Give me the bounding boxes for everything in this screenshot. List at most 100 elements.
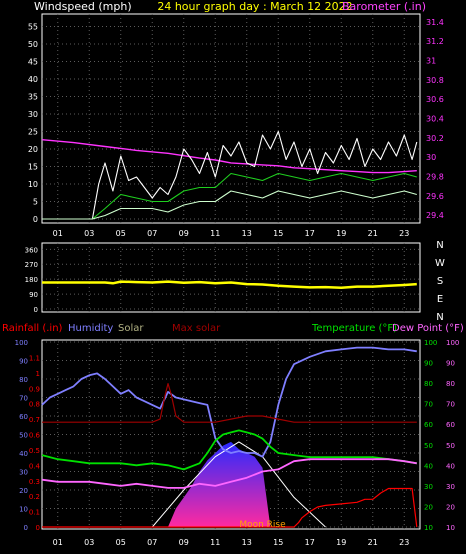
- y2-tick-label: 29.6: [426, 192, 444, 201]
- y2-tick-label: 30.8: [426, 76, 444, 85]
- wind-plot-area: [41, 13, 421, 224]
- temperature-tick-label: 50: [424, 442, 433, 450]
- rainfall-label: Rainfall (.in): [2, 323, 63, 334]
- barometer-axis-title: Barometer (.in): [342, 0, 426, 13]
- rainfall-tick-label: 1: [36, 370, 40, 378]
- wind-axis-title: Windspeed (mph): [34, 0, 132, 13]
- y-tick-label: 5: [33, 198, 38, 207]
- x-tick-label: 19: [336, 229, 346, 238]
- y-tick-label: 50: [28, 40, 38, 49]
- series-temperature: [41, 429, 417, 471]
- x-tick-label: 05: [116, 538, 126, 547]
- series-rain: [42, 487, 418, 528]
- x-tick-label: 03: [84, 538, 94, 547]
- humidity-tick-label: 50: [19, 432, 28, 440]
- y-tick-label: 25: [28, 128, 38, 137]
- maxsolar-label: Max solar: [172, 323, 221, 334]
- compass-letter: N: [436, 312, 443, 323]
- y-tick-label: 45: [28, 58, 38, 67]
- x-tick-label: 15: [273, 538, 283, 547]
- series-wind_avg2: [42, 190, 417, 220]
- dewpoint-tick-label: 80: [446, 380, 455, 388]
- wind-grid: [42, 14, 420, 223]
- rainfall-tick-label: 0.2: [29, 493, 40, 501]
- x-tick-label: 09: [179, 538, 189, 547]
- x-tick-label: 17: [305, 538, 315, 547]
- direction-plot-area: [41, 242, 421, 313]
- wind-barometer-panel: 01 03 05 07 09 11 13 15 17 19 21 23 051015202530354…: [28, 13, 444, 238]
- y2-tick-label: 31.2: [426, 37, 444, 46]
- dewpoint-tick-label: 70: [446, 401, 455, 409]
- solar-series: [42, 441, 420, 528]
- dewpoint-tick-label: 30: [446, 483, 455, 491]
- humidity-tick-label: 100: [15, 339, 28, 347]
- humidity-tick-label: 60: [19, 413, 28, 421]
- y-tick-label: 15: [28, 163, 38, 172]
- wind-x-ticks: 01 03 05 07 09 11 13 15 17 19 21 23: [53, 229, 410, 238]
- series-humidity: [41, 346, 417, 458]
- x-tick-label: 23: [399, 229, 409, 238]
- dewpoint-tick-label: 50: [446, 442, 455, 450]
- temperature-tick-label: 20: [424, 503, 433, 511]
- direction-y-ticks: 360 270 180 90 0: [25, 246, 38, 314]
- temperature-label: Temperature (°F): [311, 323, 397, 334]
- series-wind_avg: [42, 172, 417, 220]
- humidity-tick-label: 90: [19, 358, 28, 366]
- humidity-label: Humidity: [68, 323, 113, 334]
- direction-tick-label: 90: [29, 291, 38, 299]
- y2-tick-label: 30.2: [426, 134, 444, 143]
- solar-label: Solar: [118, 323, 144, 334]
- direction-series: [42, 280, 417, 290]
- wind-y-ticks: 0 5 10 15 20 25 30 35 40 45 50 55: [28, 23, 38, 225]
- y2-tick-label: 29.4: [426, 211, 444, 220]
- compass-letter: W: [435, 258, 445, 269]
- y-tick-label: 55: [28, 23, 38, 32]
- direction-tick-label: 0: [34, 306, 38, 314]
- series-barometer: [41, 139, 417, 174]
- compass-letter: E: [437, 294, 443, 305]
- x-tick-label: 21: [368, 229, 378, 238]
- y-tick-label: 0: [33, 215, 38, 224]
- moon-rise-annotation: Moon Rise: [239, 520, 286, 530]
- humidity-y-ticks: 0 10 20 30 40 50 60 70 80 90 100: [15, 339, 28, 532]
- x-tick-label: 13: [242, 229, 252, 238]
- humidity-tick-label: 20: [19, 487, 28, 495]
- series-dewpoint: [41, 458, 417, 489]
- humidity-tick-label: 80: [19, 376, 28, 384]
- x-tick-label: 11: [210, 229, 220, 238]
- dewpoint-tick-label: 20: [446, 503, 455, 511]
- rainfall-tick-label: 0.4: [29, 462, 41, 470]
- x-tick-label: 19: [336, 538, 346, 547]
- y-tick-label: 35: [28, 93, 38, 102]
- series-wind_gust: [42, 130, 418, 220]
- dewpoint-label: Dew Point (°F): [392, 323, 464, 334]
- compass-letter: S: [437, 276, 443, 287]
- dewpoint-tick-label: 40: [446, 462, 455, 470]
- x-tick-label: 11: [210, 538, 220, 547]
- x-tick-label: 15: [273, 229, 283, 238]
- series-maxsolar: [42, 383, 417, 423]
- series-direction: [42, 280, 417, 290]
- dewpoint-tick-label: 100: [446, 339, 459, 347]
- direction-grid: [42, 243, 420, 312]
- humidity-tick-label: 40: [19, 450, 28, 458]
- series-solar: [42, 441, 420, 527]
- x-tick-label: 23: [399, 538, 409, 547]
- barometer-y-ticks: 29.4 29.6 29.8 30 30.2 30.4 30.6 30.8 31 31.2 31.4: [426, 18, 444, 220]
- rainfall-tick-label: 0.8: [29, 401, 40, 409]
- temperature-y-ticks: 10 20 30 40 50 60 70 80 90 100: [424, 339, 437, 532]
- y-tick-label: 10: [28, 180, 38, 189]
- y-tick-label: 30: [28, 110, 38, 119]
- rain-humidity-temperature-panel: 01 03 05 07 09 11 13 15 17 19 21 23 010203040506070…: [15, 339, 460, 547]
- multi-series: [41, 346, 418, 528]
- direction-tick-label: 270: [25, 261, 38, 269]
- y2-tick-label: 30: [426, 153, 436, 162]
- y2-tick-label: 29.8: [426, 172, 444, 181]
- rainfall-tick-label: 0.7: [29, 416, 40, 424]
- rainfall-tick-label: 0.5: [29, 447, 40, 455]
- rainfall-y-ticks: 0 0.1 0.2 0.3 0.4 0.5 0.6 0.7 0.8 0.9 1 1.1: [29, 354, 41, 532]
- direction-tick-label: 360: [25, 246, 38, 254]
- x-tick-label: 07: [147, 229, 157, 238]
